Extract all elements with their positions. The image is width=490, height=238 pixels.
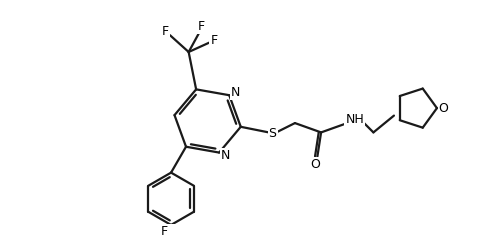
- Text: F: F: [210, 34, 218, 47]
- Text: N: N: [221, 149, 230, 162]
- Text: O: O: [439, 102, 448, 115]
- Text: O: O: [311, 158, 320, 171]
- Text: NH: NH: [345, 113, 364, 126]
- Text: F: F: [198, 20, 205, 33]
- Text: F: F: [161, 225, 168, 238]
- Text: N: N: [231, 86, 241, 99]
- Text: F: F: [162, 25, 169, 38]
- Text: S: S: [269, 127, 276, 140]
